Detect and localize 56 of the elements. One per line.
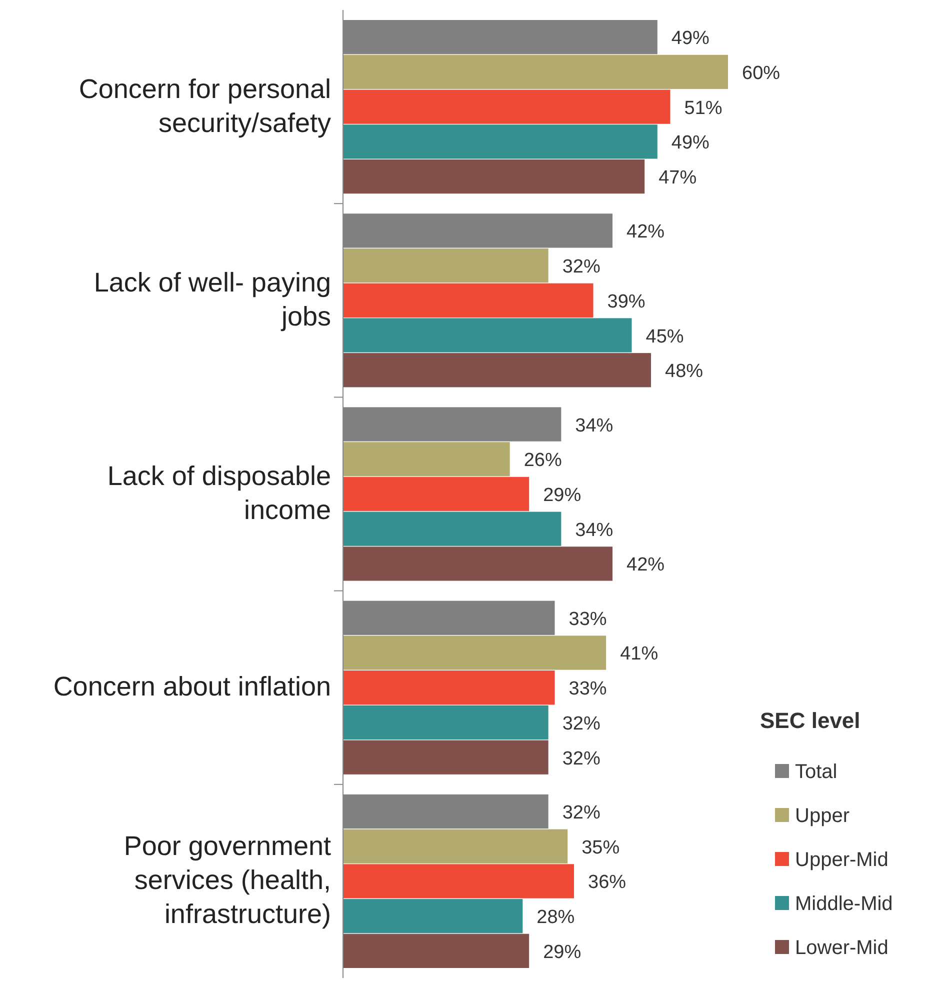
data-label: 49% <box>671 132 710 154</box>
data-label: 41% <box>620 644 658 665</box>
data-label: 29% <box>543 485 582 506</box>
data-label: 49% <box>671 28 710 50</box>
data-label: 39% <box>607 291 646 312</box>
data-label: 32% <box>562 802 600 824</box>
legend-label: Total <box>795 761 838 783</box>
data-label: 32% <box>562 256 600 278</box>
data-label: 42% <box>626 222 665 243</box>
bar <box>343 934 530 968</box>
bar <box>343 670 555 705</box>
data-label: 47% <box>658 168 697 189</box>
data-label: 34% <box>575 415 614 436</box>
bar <box>343 54 728 90</box>
bar <box>343 829 568 864</box>
bar <box>343 636 606 670</box>
bar <box>343 512 562 546</box>
bar <box>343 476 530 512</box>
legend-title: SEC level <box>760 708 860 733</box>
data-label: 26% <box>524 450 562 472</box>
legend-label: Lower-Mid <box>795 937 888 959</box>
data-label: 42% <box>626 554 665 576</box>
bar <box>343 705 548 740</box>
bar <box>343 353 651 388</box>
bar <box>343 283 594 318</box>
data-label: 32% <box>562 713 600 734</box>
y-tick-label: Concern for personal security/safety <box>78 74 332 138</box>
bar <box>343 159 645 194</box>
data-label: 33% <box>568 678 607 700</box>
legend-label: Upper-Mid <box>795 849 888 871</box>
data-label: 36% <box>588 872 626 894</box>
data-label: 33% <box>568 608 607 630</box>
bar <box>343 898 523 934</box>
legend-label: Middle-Mid <box>795 893 893 915</box>
bar <box>343 740 548 774</box>
bar <box>343 864 574 898</box>
y-tick-label: Concern about inflation <box>53 672 331 702</box>
data-label: 51% <box>684 98 722 119</box>
data-label: 60% <box>742 62 780 84</box>
data-label: 29% <box>543 942 582 963</box>
bar <box>343 90 670 124</box>
y-tick-label: Lack of well- paying jobs <box>94 267 331 332</box>
bar <box>343 248 548 283</box>
data-label: 32% <box>562 748 600 770</box>
data-label: 35% <box>582 837 620 858</box>
legend-label: Upper <box>795 805 850 827</box>
bar <box>343 546 612 581</box>
data-label: 34% <box>575 520 614 541</box>
data-label: 28% <box>536 907 575 928</box>
data-label: 45% <box>646 326 684 348</box>
y-tick-label: Lack of disposable income <box>107 461 331 525</box>
y-tick-label: Poor government services (health, infrastructure) <box>124 831 332 930</box>
bar <box>343 124 658 159</box>
data-label: 48% <box>665 361 704 382</box>
bar <box>343 442 510 476</box>
bar <box>343 318 632 352</box>
